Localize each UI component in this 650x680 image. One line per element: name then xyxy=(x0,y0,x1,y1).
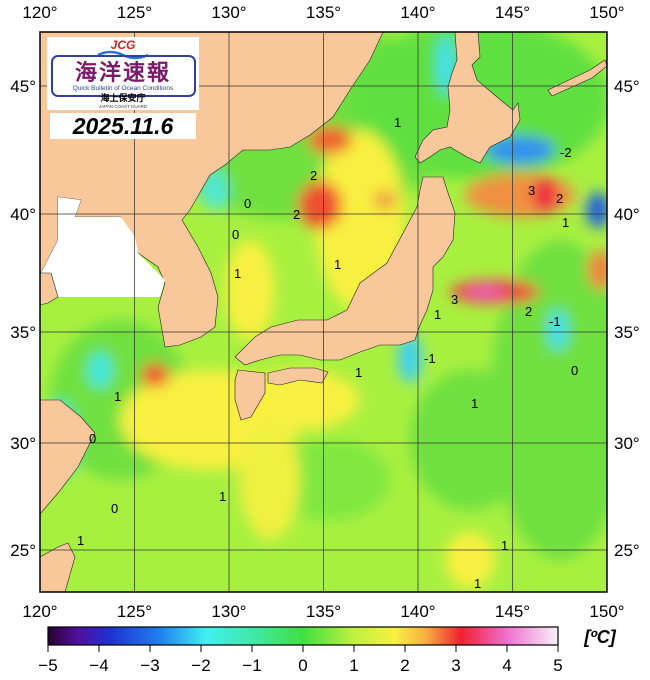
lat-label-right: 25° xyxy=(614,541,640,560)
contour-label: -1 xyxy=(424,351,436,366)
contour-label: 1 xyxy=(114,389,121,404)
shikoku xyxy=(267,367,329,386)
lat-label-left: 35° xyxy=(10,323,36,342)
contour-label: 1 xyxy=(394,115,401,130)
contour-label: 1 xyxy=(474,576,481,591)
lat-label-left: 40° xyxy=(10,205,36,224)
shandong-coast xyxy=(40,272,59,306)
lat-label-left: 45° xyxy=(10,77,36,96)
contour-label: 0 xyxy=(244,196,251,211)
colorbar-tick-label: −3 xyxy=(140,656,159,675)
lat-label-left: 25° xyxy=(10,541,36,560)
colorbar-tick-label: −4 xyxy=(89,656,108,675)
contour-label: 1 xyxy=(219,489,226,504)
lat-label-right: 40° xyxy=(614,205,640,224)
colorbar-ticks: −5 −4 −3 −2 −1 0 1 2 3 4 5 xyxy=(38,645,563,675)
jcg-logo: JCG 海洋速報 Quick Bulletin of Ocean Conditi… xyxy=(47,37,199,139)
contour-label: 0 xyxy=(89,431,96,446)
colorbar-tick-label: 1 xyxy=(349,656,358,675)
colorbar: [ºC] −5 −4 −3 −2 −1 0 1 2 3 4 5 xyxy=(38,626,617,675)
contour-label: -1 xyxy=(549,314,561,329)
lon-label-bottom: 125° xyxy=(117,602,152,621)
contour-label: 1 xyxy=(77,533,84,548)
lat-label-right: 45° xyxy=(614,77,640,96)
sakhalin-hokkaido xyxy=(414,32,521,164)
contour-label: 1 xyxy=(562,215,569,230)
lon-label-bottom: 145° xyxy=(495,602,530,621)
lon-label-top: 145° xyxy=(495,3,530,22)
taiwan xyxy=(40,542,76,592)
lon-label-top: 130° xyxy=(211,3,246,22)
colorbar-gradient xyxy=(47,626,559,646)
land xyxy=(40,32,607,592)
lat-label-right: 35° xyxy=(614,323,640,342)
logo-subtitle: Quick Bulletin of Ocean Conditions xyxy=(73,85,174,92)
logo-agency-en: JAPAN COAST GUARD xyxy=(99,104,148,109)
contour-label: 3 xyxy=(451,292,458,307)
contour-label: 1 xyxy=(234,266,241,281)
lon-label-top: 120° xyxy=(22,3,57,22)
contour-label: 2 xyxy=(556,191,563,206)
lat-label-right: 30° xyxy=(614,434,640,453)
colorbar-tick-label: 4 xyxy=(502,656,511,675)
contour-label: 1 xyxy=(501,538,508,553)
lon-label-top: 135° xyxy=(306,3,341,22)
colorbar-tick-label: 5 xyxy=(553,656,562,675)
asian-mainland xyxy=(40,32,384,348)
colorbar-unit: [ºC] xyxy=(583,627,617,647)
lon-label-top: 140° xyxy=(400,3,435,22)
lat-label-left: 30° xyxy=(10,434,36,453)
contour-label: 3 xyxy=(528,183,535,198)
contour-label: 2 xyxy=(310,168,317,183)
lon-label-top: 150° xyxy=(589,3,624,22)
lon-label-top: 125° xyxy=(117,3,152,22)
map-frame xyxy=(39,31,608,593)
contour-labels: 1 2 2 0 0 1 1 -2 3 2 1 3 2 1 -1 0 1 -1 1… xyxy=(77,115,578,591)
colorbar-tick-label: 3 xyxy=(451,656,460,675)
date-label: 2025.11.6 xyxy=(72,113,174,139)
latitude-labels: 45° 40° 35° 30° 25° 45° 40° 35° 30° 25° xyxy=(10,77,639,560)
lon-label-bottom: 120° xyxy=(22,602,57,621)
lon-label-bottom: 130° xyxy=(211,602,246,621)
contour-label: 0 xyxy=(111,501,118,516)
contour-label: 2 xyxy=(525,304,532,319)
colorbar-tick-label: −2 xyxy=(191,656,210,675)
honshu xyxy=(234,176,456,366)
contour-label: 1 xyxy=(471,396,478,411)
contour-label: 1 xyxy=(334,257,341,272)
colorbar-tick-label: −5 xyxy=(38,656,57,675)
contour-label: 2 xyxy=(293,207,300,222)
lon-label-bottom: 140° xyxy=(400,602,435,621)
contour-label: 0 xyxy=(571,363,578,378)
lon-label-bottom: 150° xyxy=(589,602,624,621)
logo-agency: 海上保安庁 xyxy=(100,92,145,103)
colorbar-tick-label: 0 xyxy=(298,656,307,675)
logo-title: 海洋速報 xyxy=(75,60,171,85)
contour-label: -2 xyxy=(560,145,572,160)
kyushu xyxy=(234,369,266,421)
colorbar-tick-label: 2 xyxy=(400,656,409,675)
lon-label-bottom: 135° xyxy=(306,602,341,621)
logo-brand: JCG xyxy=(111,38,136,52)
contour-label: 1 xyxy=(355,365,362,380)
colorbar-tick-label: −1 xyxy=(242,656,261,675)
contour-label: 0 xyxy=(232,227,239,242)
kuril-islands xyxy=(547,59,607,97)
contour-label: 1 xyxy=(434,307,441,322)
longitude-labels: 120° 125° 130° 135° 140° 145° 150° 120° … xyxy=(22,3,624,621)
